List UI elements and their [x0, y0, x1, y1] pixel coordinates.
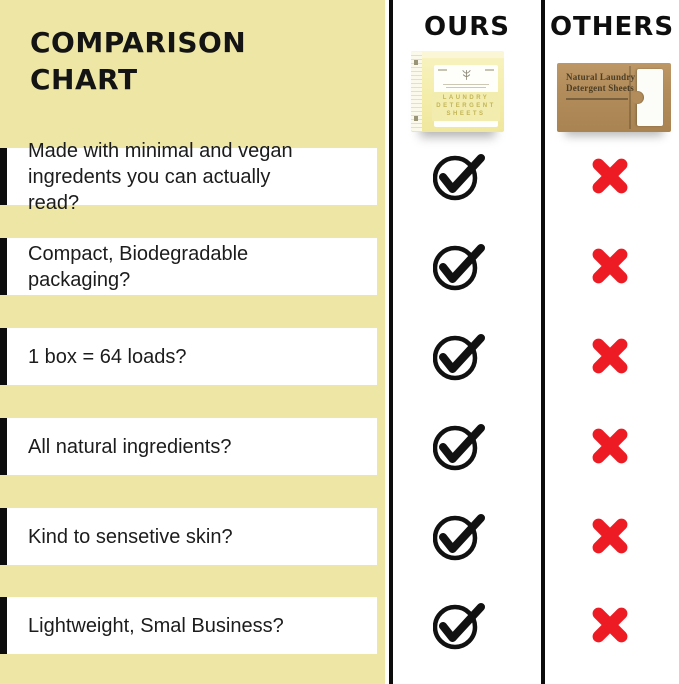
ours-label-text: LAUNDRY: [442, 95, 490, 101]
question-row: All natural ingredients?: [0, 418, 377, 475]
column-header-ours: OURS: [424, 12, 510, 42]
question-row: Made with minimal and vegan ingredents y…: [0, 140, 377, 214]
ours-box-sheets-edge: [411, 52, 422, 131]
divider-right: [541, 0, 545, 684]
check-icon: [432, 331, 485, 383]
others-sleeve-seam: [629, 66, 631, 129]
others-fine-print: [566, 98, 628, 100]
question-row: Lightweight, Smal Business?: [0, 597, 377, 654]
question-row: Kind to sensetive skin?: [0, 508, 377, 565]
column-header-others: OTHERS: [549, 12, 675, 42]
brand-emblem-icon: [461, 69, 471, 80]
check-icon: [432, 241, 485, 293]
label-fine-print: [485, 69, 494, 71]
question-text: Kind to sensetive skin?: [28, 525, 233, 548]
others-thumb-notch: [631, 90, 644, 104]
ours-product-image: LAUNDRY DETERGENT SHEETS: [411, 51, 504, 132]
label-fine-print: [442, 84, 490, 85]
page-title: COMPARISON CHART: [30, 26, 247, 96]
cross-icon: [589, 604, 631, 646]
question-row: Compact, Biodegradable packaging?: [0, 238, 377, 295]
label-fine-print: [446, 87, 486, 88]
question-text: Made with minimal and vegan ingredents y…: [28, 139, 293, 214]
question-text: Lightweight, Smal Business?: [28, 614, 284, 637]
ours-box-label: LAUNDRY DETERGENT SHEETS: [432, 65, 500, 127]
spine-clip: [414, 60, 418, 65]
cross-icon: [589, 155, 631, 197]
others-product-image: Natural Laundry Detergent Sheets: [557, 63, 671, 132]
ours-label-text: SHEETS: [446, 111, 486, 117]
check-icon: [432, 421, 485, 473]
ours-label-text: DETERGENT: [436, 103, 496, 109]
ours-label-plaque: LAUNDRY DETERGENT SHEETS: [432, 92, 500, 121]
check-icon: [432, 600, 485, 652]
question-text: Compact, Biodegradable packaging?: [28, 242, 249, 291]
cross-icon: [589, 425, 631, 467]
divider-left: [389, 0, 393, 684]
others-box-label: Natural Laundry Detergent Sheets: [566, 72, 635, 100]
cross-icon: [589, 515, 631, 557]
check-icon: [432, 511, 485, 563]
check-icon: [432, 151, 485, 203]
others-label-text: Detergent Sheets: [566, 83, 634, 93]
label-fine-print: [438, 69, 447, 71]
cross-icon: [589, 245, 631, 287]
spine-clip: [414, 116, 418, 121]
question-row: 1 box = 64 loads?: [0, 328, 377, 385]
others-label-text: Natural Laundry: [566, 72, 636, 82]
ours-box-lid: [411, 51, 504, 58]
question-text: 1 box = 64 loads?: [28, 345, 187, 368]
question-text: All natural ingredients?: [28, 435, 232, 458]
cross-icon: [589, 335, 631, 377]
